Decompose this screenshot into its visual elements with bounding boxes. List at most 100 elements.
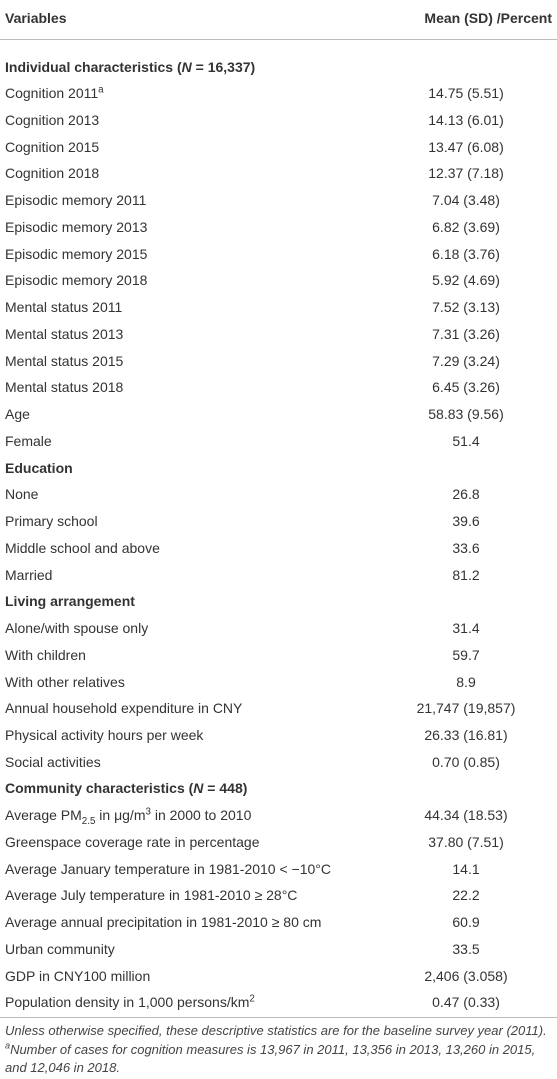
- text-run: Average PM: [5, 807, 82, 824]
- row-value: 14.13 (6.01): [428, 111, 504, 128]
- row-label: Greenspace coverage rate in percentage: [5, 829, 260, 856]
- text-run: Cognition 2018: [5, 165, 100, 182]
- text-run: Social activities: [5, 753, 101, 770]
- row-value: 7.29 (3.24): [432, 352, 500, 369]
- row-label: Cognition 2015: [5, 134, 99, 161]
- row-label: Mental status 2018: [5, 374, 123, 401]
- table-row: Mental status 2018 6.45 (3.26): [0, 374, 557, 401]
- row-label: Female: [5, 428, 52, 455]
- row-label: Age: [5, 401, 30, 428]
- table-row: Cognition 2015 13.47 (6.08): [0, 134, 557, 161]
- row-value: 5.92 (4.69): [432, 272, 500, 289]
- row-value: 7.52 (3.13): [432, 299, 500, 316]
- text-run: Average January temperature in 1981-2010…: [5, 860, 331, 877]
- row-label: Mental status 2015: [5, 348, 123, 375]
- row-value: 81.2: [452, 566, 480, 583]
- text-run: in 2000 to 2010: [150, 807, 252, 824]
- row-value: 44.34 (18.53): [424, 807, 508, 824]
- text-run: Unless otherwise specified, these descri…: [5, 1023, 547, 1038]
- table-row: Average annual precipitation in 1981-201…: [0, 909, 557, 936]
- row-value: 6.18 (3.76): [432, 245, 500, 262]
- table-row: Female 51.4: [0, 428, 557, 455]
- text-run: Episodic memory 2011: [5, 192, 147, 209]
- text-run: Average annual precipitation in 1981-201…: [5, 914, 322, 931]
- text-run: Number of cases for cognition measures i…: [5, 1041, 536, 1076]
- footnote: Unless otherwise specified, these descri…: [5, 1022, 553, 1078]
- text-run: N: [193, 780, 204, 797]
- row-label: Average annual precipitation in 1981-201…: [5, 909, 321, 936]
- text-run: Cognition 2011: [5, 85, 99, 102]
- text-run: Urban community: [5, 940, 115, 957]
- text-run: With children: [5, 646, 86, 663]
- table-row: Urban community 33.5: [0, 936, 557, 963]
- row-label: Married: [5, 562, 52, 589]
- row-value: 33.6: [452, 539, 480, 556]
- row-label: Episodic memory 2018: [5, 267, 147, 294]
- table-row: GDP in CNY100 million 2,406 (3.058): [0, 963, 557, 990]
- row-label: Primary school: [5, 508, 98, 535]
- table-row: Episodic memory 2018 5.92 (4.69): [0, 267, 557, 294]
- row-value: 26.33 (16.81): [424, 727, 508, 743]
- text-run: Population density in 1,000 persons/km: [5, 994, 250, 1011]
- table-row: Episodic memory 2013 6.82 (3.69): [0, 214, 557, 241]
- table-row: Education: [0, 455, 557, 482]
- table-row: Middle school and above 33.6: [0, 535, 557, 562]
- text-run: Female: [5, 432, 52, 449]
- table-row: Individual characteristics (N = 16,337): [0, 54, 557, 81]
- row-label: Individual characteristics (N = 16,337): [5, 54, 255, 81]
- row-value: 7.31 (3.26): [432, 325, 500, 342]
- row-label: Social activities: [5, 749, 101, 776]
- table-row: Mental status 2013 7.31 (3.26): [0, 321, 557, 348]
- column-header: Mean (SD) /Percent: [424, 10, 552, 26]
- row-label: Mental status 2013: [5, 321, 123, 348]
- table-row: Alone/with spouse only 31.4: [0, 615, 557, 642]
- row-value: 14.1: [452, 860, 480, 877]
- row-label: Episodic memory 2011: [5, 187, 146, 214]
- table-row: Community characteristics (N = 448): [0, 775, 557, 802]
- table-row: Social activities 0.70 (0.85): [0, 749, 557, 776]
- row-label: Physical activity hours per week: [5, 722, 203, 749]
- text-run: With other relatives: [5, 673, 125, 690]
- text-run: Episodic memory 2015: [5, 245, 148, 262]
- table-row: Greenspace coverage rate in percentage 37…: [0, 829, 557, 856]
- table-row: Average PM2.5 in μg/m3 in 2000 to 2010 44…: [0, 802, 557, 829]
- text-run: = 448): [203, 780, 248, 797]
- row-label: With children: [5, 642, 86, 669]
- row-label: Urban community: [5, 936, 115, 963]
- row-value: 13.47 (6.08): [428, 138, 504, 155]
- row-label: Population density in 1,000 persons/km2: [5, 989, 255, 1016]
- row-label: Episodic memory 2013: [5, 214, 147, 241]
- text-run: Mental status 2011: [5, 299, 123, 316]
- table-header: Variables Mean (SD) /Percent: [0, 0, 557, 40]
- row-value: 39.6: [452, 513, 480, 530]
- row-value: 59.7: [452, 646, 480, 663]
- table-row: With children 59.7: [0, 642, 557, 669]
- text-run: = 16,337): [191, 58, 256, 75]
- text-run: Married: [5, 566, 53, 583]
- text-run: Cognition 2015: [5, 138, 100, 155]
- text-run: Greenspace coverage rate in percentage: [5, 833, 260, 850]
- table-row: Cognition 2011a 14.75 (5.51): [0, 80, 557, 107]
- row-label: Cognition 2018: [5, 160, 99, 187]
- table-row: Cognition 2013 14.13 (6.01): [0, 107, 557, 134]
- row-value: 26.8: [452, 486, 480, 503]
- row-value: 14.75 (5.51): [428, 85, 504, 102]
- row-label: Community characteristics (N = 448): [5, 775, 247, 802]
- text-run: Mental status 2015: [5, 352, 124, 369]
- text-run: Annual household expenditure in CNY: [5, 700, 243, 717]
- table-row: Age 58.83 (9.56): [0, 401, 557, 428]
- row-label: Alone/with spouse only: [5, 615, 148, 642]
- text-run: Episodic memory 2018: [5, 272, 148, 289]
- row-label: Mental status 2011: [5, 294, 122, 321]
- row-label: Average PM2.5 in μg/m3 in 2000 to 2010: [5, 802, 251, 829]
- table-row: Annual household expenditure in CNY 21,74…: [0, 695, 557, 722]
- text-run: 2: [249, 993, 255, 1005]
- row-label: Living arrangement: [5, 588, 135, 615]
- table-row: Episodic memory 2011 7.04 (3.48): [0, 187, 557, 214]
- text-run: Cognition 2013: [5, 111, 100, 128]
- row-label: GDP in CNY100 million: [5, 963, 150, 990]
- table-row: Episodic memory 2015 6.18 (3.76): [0, 241, 557, 268]
- row-value: 0.70 (0.85): [432, 753, 500, 770]
- text-run: Middle school and above: [5, 539, 160, 556]
- row-value: 58.83 (9.56): [428, 406, 504, 423]
